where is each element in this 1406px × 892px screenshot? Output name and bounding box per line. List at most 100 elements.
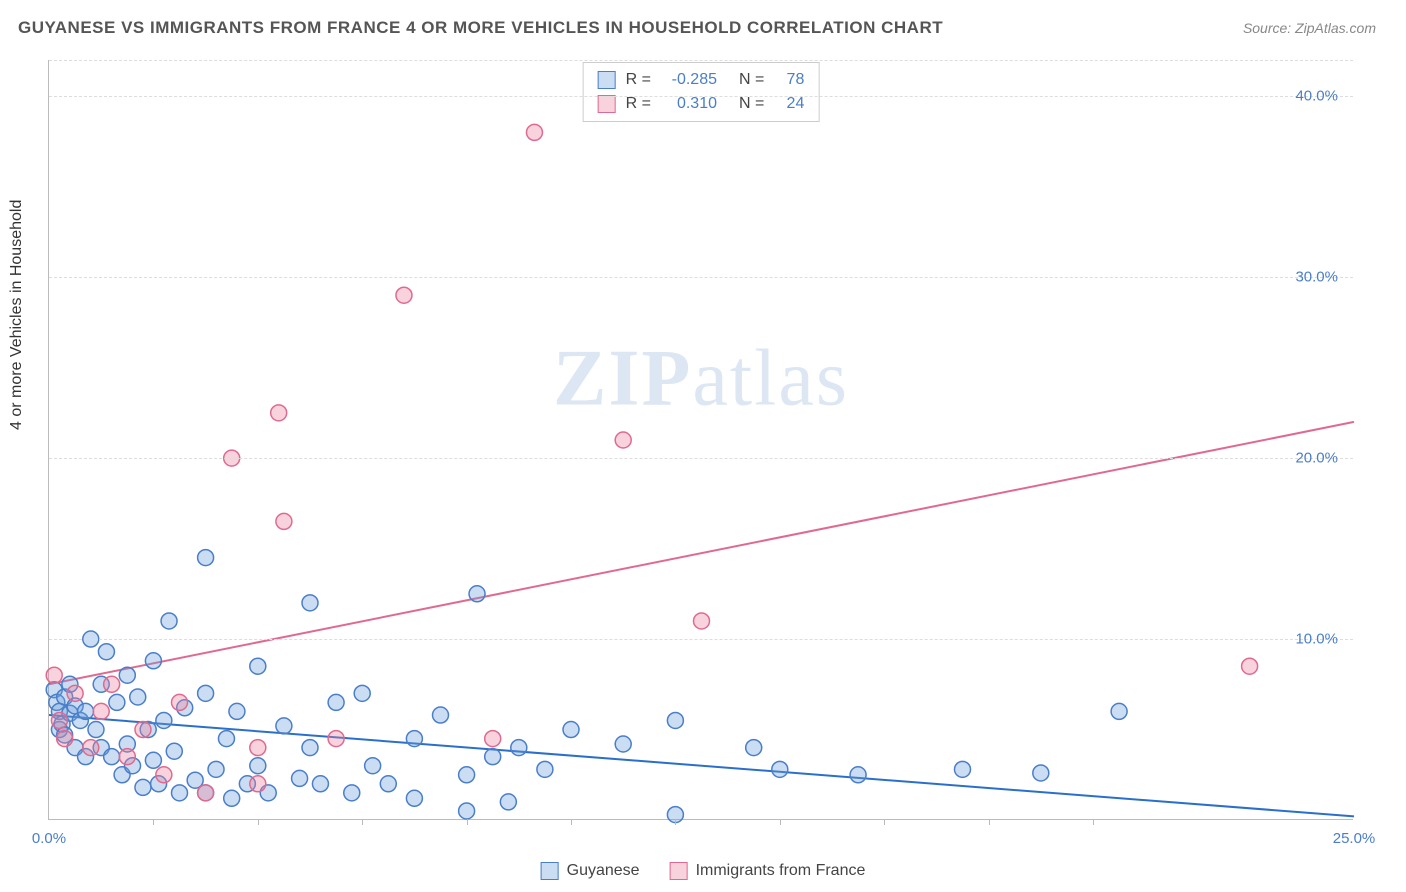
- y-axis-label: 4 or more Vehicles in Household: [8, 200, 26, 430]
- scatter-point: [406, 731, 422, 747]
- x-tick-label: 0.0%: [32, 830, 66, 847]
- scatter-point: [93, 703, 109, 719]
- x-tick: [467, 819, 468, 825]
- scatter-point: [198, 685, 214, 701]
- scatter-point: [537, 761, 553, 777]
- scatter-point: [354, 685, 370, 701]
- scatter-point: [145, 752, 161, 768]
- scatter-point: [302, 740, 318, 756]
- scatter-point: [161, 613, 177, 629]
- scatter-point: [485, 749, 501, 765]
- scatter-point: [1111, 703, 1127, 719]
- scatter-point: [198, 785, 214, 801]
- scatter-point: [276, 718, 292, 734]
- legend: Guyanese Immigrants from France: [541, 862, 866, 880]
- scatter-point: [119, 667, 135, 683]
- scatter-point: [396, 287, 412, 303]
- x-tick: [571, 819, 572, 825]
- scatter-point: [109, 694, 125, 710]
- legend-label: Guyanese: [567, 862, 640, 880]
- scatter-point: [615, 736, 631, 752]
- legend-item-france: Immigrants from France: [670, 862, 866, 880]
- scatter-point: [271, 405, 287, 421]
- scatter-point: [250, 758, 266, 774]
- scatter-point: [229, 703, 245, 719]
- scatter-point: [130, 689, 146, 705]
- scatter-point: [380, 776, 396, 792]
- gridline: [49, 96, 1353, 97]
- scatter-point: [302, 595, 318, 611]
- trend-line: [49, 422, 1354, 684]
- scatter-point: [312, 776, 328, 792]
- scatter-point: [328, 731, 344, 747]
- scatter-point: [292, 770, 308, 786]
- scatter-point: [955, 761, 971, 777]
- y-tick-label: 20.0%: [1295, 450, 1338, 467]
- scatter-point: [746, 740, 762, 756]
- scatter-point: [485, 731, 501, 747]
- y-tick-label: 10.0%: [1295, 631, 1338, 648]
- scatter-point: [772, 761, 788, 777]
- scatter-point: [615, 432, 631, 448]
- scatter-point: [563, 722, 579, 738]
- scatter-point: [526, 124, 542, 140]
- scatter-point: [250, 658, 266, 674]
- scatter-point: [469, 586, 485, 602]
- x-tick: [362, 819, 363, 825]
- scatter-point: [67, 685, 83, 701]
- gridline: [49, 277, 1353, 278]
- scatter-point: [406, 790, 422, 806]
- swatch-blue-icon: [541, 862, 559, 880]
- x-tick: [258, 819, 259, 825]
- legend-label: Immigrants from France: [696, 862, 866, 880]
- y-tick-label: 30.0%: [1295, 269, 1338, 286]
- scatter-point: [850, 767, 866, 783]
- scatter-point: [694, 613, 710, 629]
- scatter-point: [172, 785, 188, 801]
- scatter-point: [135, 779, 151, 795]
- chart-title: GUYANESE VS IMMIGRANTS FROM FRANCE 4 OR …: [18, 18, 943, 38]
- scatter-point: [344, 785, 360, 801]
- plot-area: ZIPatlas R = -0.285 N = 78 R = 0.310 N =…: [48, 60, 1353, 820]
- scatter-point: [145, 653, 161, 669]
- x-tick: [884, 819, 885, 825]
- scatter-point: [459, 803, 475, 819]
- x-tick: [153, 819, 154, 825]
- scatter-point: [328, 694, 344, 710]
- scatter-point: [459, 767, 475, 783]
- x-tick: [675, 819, 676, 825]
- x-tick: [989, 819, 990, 825]
- scatter-point: [135, 722, 151, 738]
- scatter-point: [119, 749, 135, 765]
- scatter-point: [1033, 765, 1049, 781]
- scatter-point: [51, 712, 67, 728]
- scatter-point: [250, 740, 266, 756]
- scatter-point: [88, 722, 104, 738]
- scatter-point: [667, 712, 683, 728]
- scatter-point: [156, 767, 172, 783]
- scatter-point: [365, 758, 381, 774]
- scatter-point: [224, 790, 240, 806]
- scatter-point: [46, 667, 62, 683]
- scatter-point: [104, 676, 120, 692]
- source-attribution: Source: ZipAtlas.com: [1243, 20, 1376, 36]
- svg-plot-layer: [49, 60, 1354, 820]
- scatter-point: [83, 740, 99, 756]
- gridline: [49, 60, 1353, 61]
- trend-line: [49, 715, 1354, 816]
- gridline: [49, 639, 1353, 640]
- scatter-point: [511, 740, 527, 756]
- scatter-point: [276, 513, 292, 529]
- scatter-point: [57, 731, 73, 747]
- chart-container: GUYANESE VS IMMIGRANTS FROM FRANCE 4 OR …: [0, 0, 1406, 892]
- x-tick: [780, 819, 781, 825]
- scatter-point: [198, 550, 214, 566]
- scatter-point: [98, 644, 114, 660]
- legend-item-guyanese: Guyanese: [541, 862, 640, 880]
- y-tick-label: 40.0%: [1295, 88, 1338, 105]
- gridline: [49, 458, 1353, 459]
- scatter-point: [156, 712, 172, 728]
- scatter-point: [172, 694, 188, 710]
- swatch-pink-icon: [670, 862, 688, 880]
- scatter-point: [104, 749, 120, 765]
